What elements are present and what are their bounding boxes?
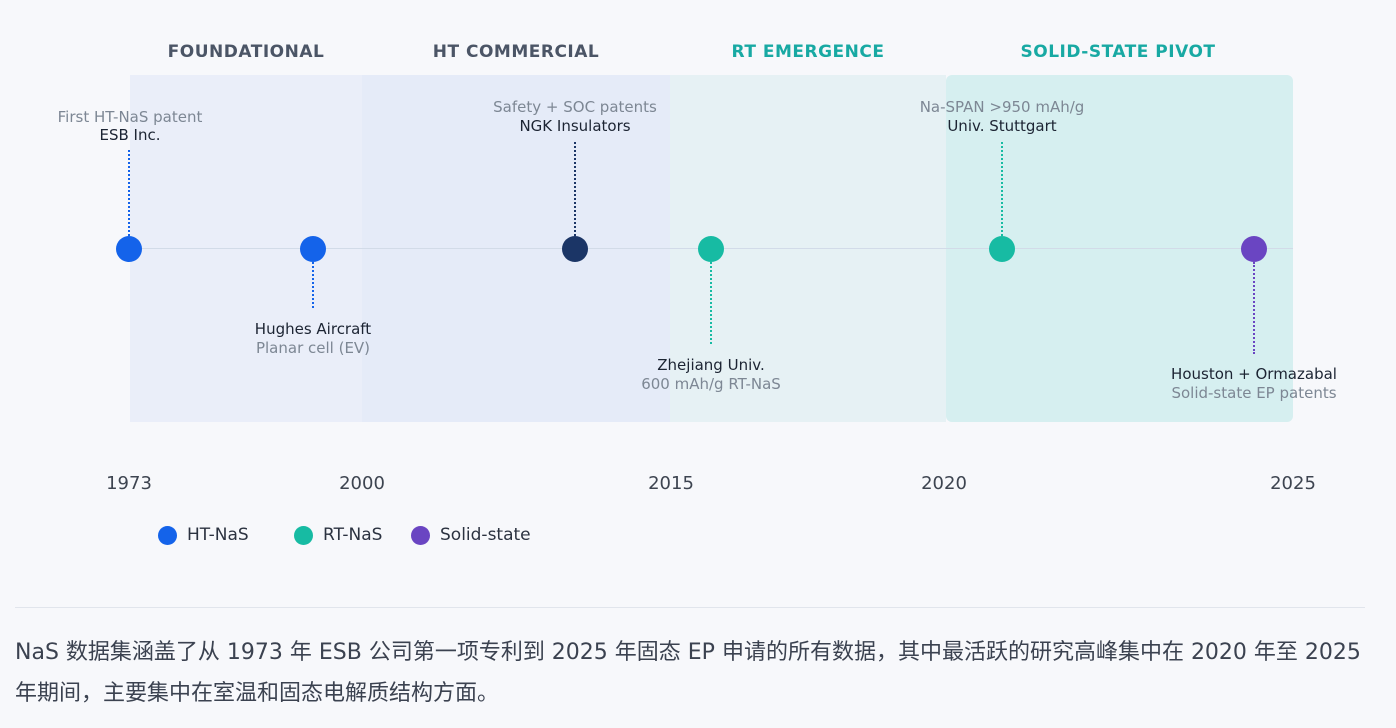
legend-label-solid-state: Solid-state — [440, 525, 531, 545]
event-dot-zhejiang — [698, 236, 724, 262]
era-label-solid-state-pivot: SOLID-STATE PIVOT — [1020, 42, 1216, 62]
event-stem-houston — [1253, 262, 1255, 354]
legend-label-ht-nas: HT-NaS — [187, 525, 249, 545]
year-label-2025: 2025 — [1270, 473, 1316, 494]
event-title-hughes: Hughes Aircraft — [254, 320, 372, 338]
legend-label-rt-nas: RT-NaS — [323, 525, 383, 545]
timeline-figure: FOUNDATIONAL HT COMMERCIAL RT EMERGENCE … — [57, 42, 1337, 545]
event-stem-ngk — [574, 142, 576, 236]
divider — [15, 607, 1365, 608]
event-subtitle-zhejiang: 600 mAh/g RT-NaS — [641, 375, 781, 393]
event-title-ngk: NGK Insulators — [519, 117, 631, 135]
event-dot-houston — [1241, 236, 1267, 262]
event-stem-stuttgart — [1001, 142, 1003, 236]
era-label-foundational: FOUNDATIONAL — [167, 42, 325, 62]
legend-dot-ht-nas — [158, 525, 177, 545]
event-title-esb: ESB Inc. — [99, 126, 161, 144]
year-label-2015: 2015 — [648, 473, 694, 494]
event-subtitle-ngk: Safety + SOC patents — [493, 98, 657, 116]
legend-item-solid-state: Solid-state — [411, 525, 531, 545]
era-label-ht-commercial: HT COMMERCIAL — [432, 42, 600, 62]
era-label-rt-emergence: RT EMERGENCE — [731, 42, 885, 62]
event-dot-hughes — [300, 236, 326, 262]
event-subtitle-stuttgart: Na-SPAN >950 mAh/g — [919, 98, 1085, 116]
event-subtitle-esb: First HT-NaS patent — [57, 108, 203, 126]
event-dot-ngk — [562, 236, 588, 262]
event-dot-stuttgart — [989, 236, 1015, 262]
event-title-houston: Houston + Ormazabal — [1171, 365, 1337, 383]
year-label-2020: 2020 — [921, 473, 967, 494]
caption-text: NaS 数据集涵盖了从 1973 年 ESB 公司第一项专利到 2025 年固态… — [15, 640, 1361, 706]
event-subtitle-houston: Solid-state EP patents — [1171, 384, 1337, 402]
event-stem-esb — [128, 150, 130, 236]
event-stem-hughes — [312, 262, 314, 308]
legend-item-ht-nas: HT-NaS — [158, 525, 249, 545]
event-subtitle-hughes: Planar cell (EV) — [255, 339, 371, 357]
event-dot-esb — [116, 236, 142, 262]
event-title-zhejiang: Zhejiang Univ. — [657, 356, 765, 374]
legend-dot-rt-nas — [294, 525, 313, 545]
year-label-1973: 1973 — [106, 473, 152, 494]
event-title-stuttgart: Univ. Stuttgart — [947, 117, 1057, 135]
legend-item-rt-nas: RT-NaS — [294, 525, 382, 545]
legend-dot-solid-state — [411, 525, 430, 545]
event-stem-zhejiang — [710, 262, 712, 344]
year-label-2000: 2000 — [339, 473, 385, 494]
